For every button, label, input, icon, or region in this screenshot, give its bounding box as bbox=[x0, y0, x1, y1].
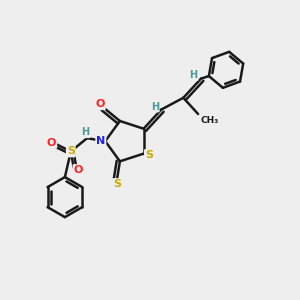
Text: H: H bbox=[151, 102, 159, 112]
Text: O: O bbox=[47, 138, 56, 148]
Text: O: O bbox=[74, 165, 83, 175]
Text: H: H bbox=[82, 127, 90, 137]
Text: S: S bbox=[145, 150, 153, 160]
Text: S: S bbox=[113, 179, 121, 189]
Text: H: H bbox=[190, 70, 198, 80]
Text: CH₃: CH₃ bbox=[200, 116, 219, 125]
Text: S: S bbox=[67, 146, 75, 157]
Text: N: N bbox=[96, 136, 106, 146]
Text: O: O bbox=[95, 99, 105, 109]
